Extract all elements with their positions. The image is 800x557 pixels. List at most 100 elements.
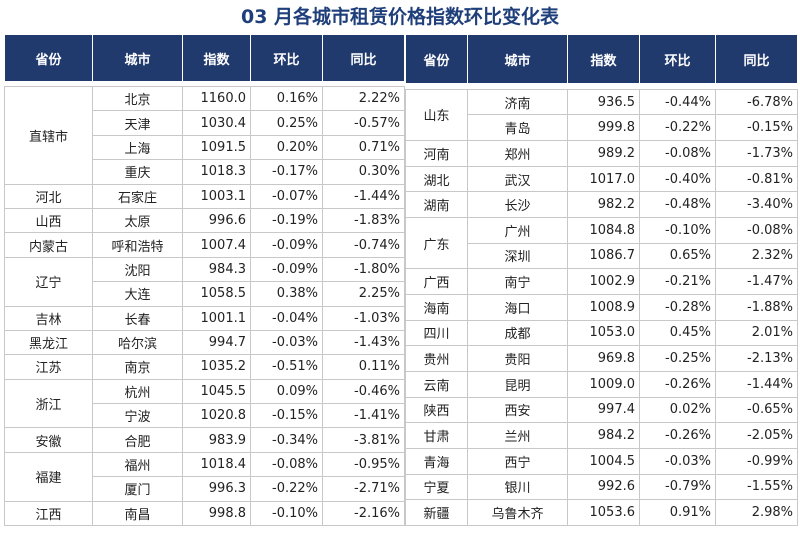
index-cell: 1002.9: [567, 268, 640, 295]
index-cell: 998.8: [182, 500, 251, 527]
mom-cell: 0.25%: [250, 110, 323, 136]
index-cell: 1045.5: [182, 378, 251, 405]
province-cell: 直辖市: [4, 86, 93, 185]
mom-cell: -0.22%: [250, 476, 323, 502]
table-title: 03 月各城市租赁价格指数环比变化表: [240, 6, 560, 28]
yoy-cell: -1.80%: [322, 256, 405, 283]
mom-cell: 0.91%: [639, 499, 716, 527]
province-cell: 辽宁: [4, 256, 93, 307]
yoy-cell: -1.44%: [322, 183, 405, 209]
province-cell: 湖南: [405, 191, 468, 218]
index-cell: 982.2: [567, 191, 640, 218]
yoy-cell: -2.71%: [322, 476, 405, 502]
city-cell: 济南: [467, 88, 568, 116]
yoy-cell: -0.99%: [715, 447, 798, 475]
row: 辽宁 沈阳 984.3 -0.09% -1.80%: [4, 256, 405, 307]
row: 青岛 999.8 -0.22% -0.15%: [406, 114, 798, 142]
city-cell: 石家庄: [92, 183, 183, 209]
row: 大连 1058.5 0.38% 2.25%: [5, 281, 405, 307]
column-header: 同比: [322, 34, 405, 82]
yoy-cell: -1.55%: [715, 473, 798, 501]
row: 福建 福州 1018.4 -0.08% -0.95%: [4, 451, 405, 502]
index-cell: 1053.6: [567, 499, 640, 527]
city-cell: 太原: [92, 207, 183, 234]
index-cell: 1035.2: [182, 354, 251, 380]
column-header: 同比: [715, 33, 798, 85]
yoy-cell: 2.98%: [715, 499, 798, 527]
row: 江西 南昌 998.8 -0.10% -2.16%: [4, 500, 405, 527]
row: 安徽 合肥 983.9 -0.34% -3.81%: [4, 427, 405, 453]
row: 海南 海口 1008.9 -0.28% -1.88%: [405, 293, 798, 321]
mom-cell: 0.20%: [250, 134, 323, 161]
table-right: 省份 城市 指数 环比 同比 山东 济南 936.5 -0.44% -6.78% 青岛 999.8 -0…: [405, 33, 798, 527]
city-cell: 呼和浩特: [92, 232, 183, 258]
index-cell: 1091.5: [182, 134, 251, 161]
city-cell: 南宁: [467, 268, 568, 295]
row: 湖南 长沙 982.2 -0.48% -3.40%: [405, 191, 798, 218]
city-cell: 福州: [92, 451, 183, 478]
row: 山西 太原 996.6 -0.19% -1.83%: [4, 207, 405, 234]
yoy-cell: -1.88%: [715, 293, 798, 321]
province-cell: 广西: [405, 268, 468, 295]
mom-cell: 0.09%: [250, 378, 323, 405]
city-cell: 长春: [92, 305, 183, 331]
city-cell: 兰州: [467, 422, 568, 449]
yoy-cell: 0.30%: [322, 159, 405, 185]
yoy-cell: -6.78%: [715, 88, 798, 116]
mom-cell: -0.34%: [250, 427, 323, 453]
city-cell: 西安: [467, 396, 568, 424]
yoy-cell: -0.15%: [715, 114, 798, 142]
mom-cell: -0.25%: [639, 345, 716, 372]
row: 宁夏 银川 992.6 -0.79% -1.55%: [405, 473, 798, 501]
yoy-cell: -0.57%: [322, 110, 405, 136]
province-cell: 黑龙江: [4, 329, 93, 356]
province-cell: 山东: [405, 88, 468, 142]
mom-cell: 0.16%: [250, 85, 323, 112]
mom-cell: 0.38%: [250, 281, 323, 307]
index-cell: 1017.0: [567, 165, 640, 193]
mom-cell: 0.45%: [639, 319, 716, 347]
province-cell: 新疆: [405, 499, 468, 527]
yoy-cell: -2.13%: [715, 345, 798, 372]
city-cell: 大连: [92, 281, 183, 307]
row: 甘肃 兰州 984.2 -0.26% -2.05%: [405, 422, 798, 449]
city-cell: 南京: [92, 354, 183, 380]
row: 河南 郑州 989.2 -0.08% -1.73%: [405, 140, 798, 167]
row: 天津 1030.4 0.25% -0.57%: [5, 110, 405, 136]
index-cell: 984.2: [567, 422, 640, 449]
province-cell: 甘肃: [405, 422, 468, 449]
province-cell: 陕西: [405, 396, 468, 424]
row: 宁波 1020.8 -0.15% -1.41%: [5, 403, 405, 429]
yoy-cell: 0.11%: [322, 354, 405, 380]
city-cell: 银川: [467, 473, 568, 501]
row: 内蒙古 呼和浩特 1007.4 -0.09% -0.74%: [4, 232, 405, 258]
city-cell: 广州: [467, 216, 568, 244]
province-cell: 安徽: [4, 427, 93, 453]
province-cell: 福建: [4, 451, 93, 502]
province-cell: 贵州: [405, 345, 468, 372]
city-cell: 青岛: [467, 114, 568, 142]
yoy-cell: -3.81%: [322, 427, 405, 453]
city-cell: 武汉: [467, 165, 568, 193]
yoy-cell: -2.05%: [715, 422, 798, 449]
yoy-cell: -1.73%: [715, 140, 798, 167]
mom-cell: -0.22%: [639, 114, 716, 142]
column-header: 城市: [467, 33, 568, 85]
city-cell: 重庆: [92, 159, 183, 185]
yoy-cell: -0.81%: [715, 165, 798, 193]
row: 重庆 1018.3 -0.17% 0.30%: [5, 159, 405, 185]
mom-cell: -0.19%: [250, 207, 323, 234]
mom-cell: -0.15%: [250, 403, 323, 429]
row: 浙江 杭州 1045.5 0.09% -0.46%: [4, 378, 405, 429]
yoy-cell: -2.16%: [322, 500, 405, 527]
column-header: 环比: [250, 34, 323, 82]
yoy-cell: 2.01%: [715, 319, 798, 347]
province-cell: 海南: [405, 293, 468, 321]
column-header: 省份: [4, 34, 93, 82]
city-cell: 昆明: [467, 370, 568, 398]
city-cell: 北京: [92, 85, 183, 112]
yoy-cell: 0.71%: [322, 134, 405, 161]
column-header: 指数: [182, 34, 251, 82]
index-cell: 1018.3: [182, 159, 251, 185]
